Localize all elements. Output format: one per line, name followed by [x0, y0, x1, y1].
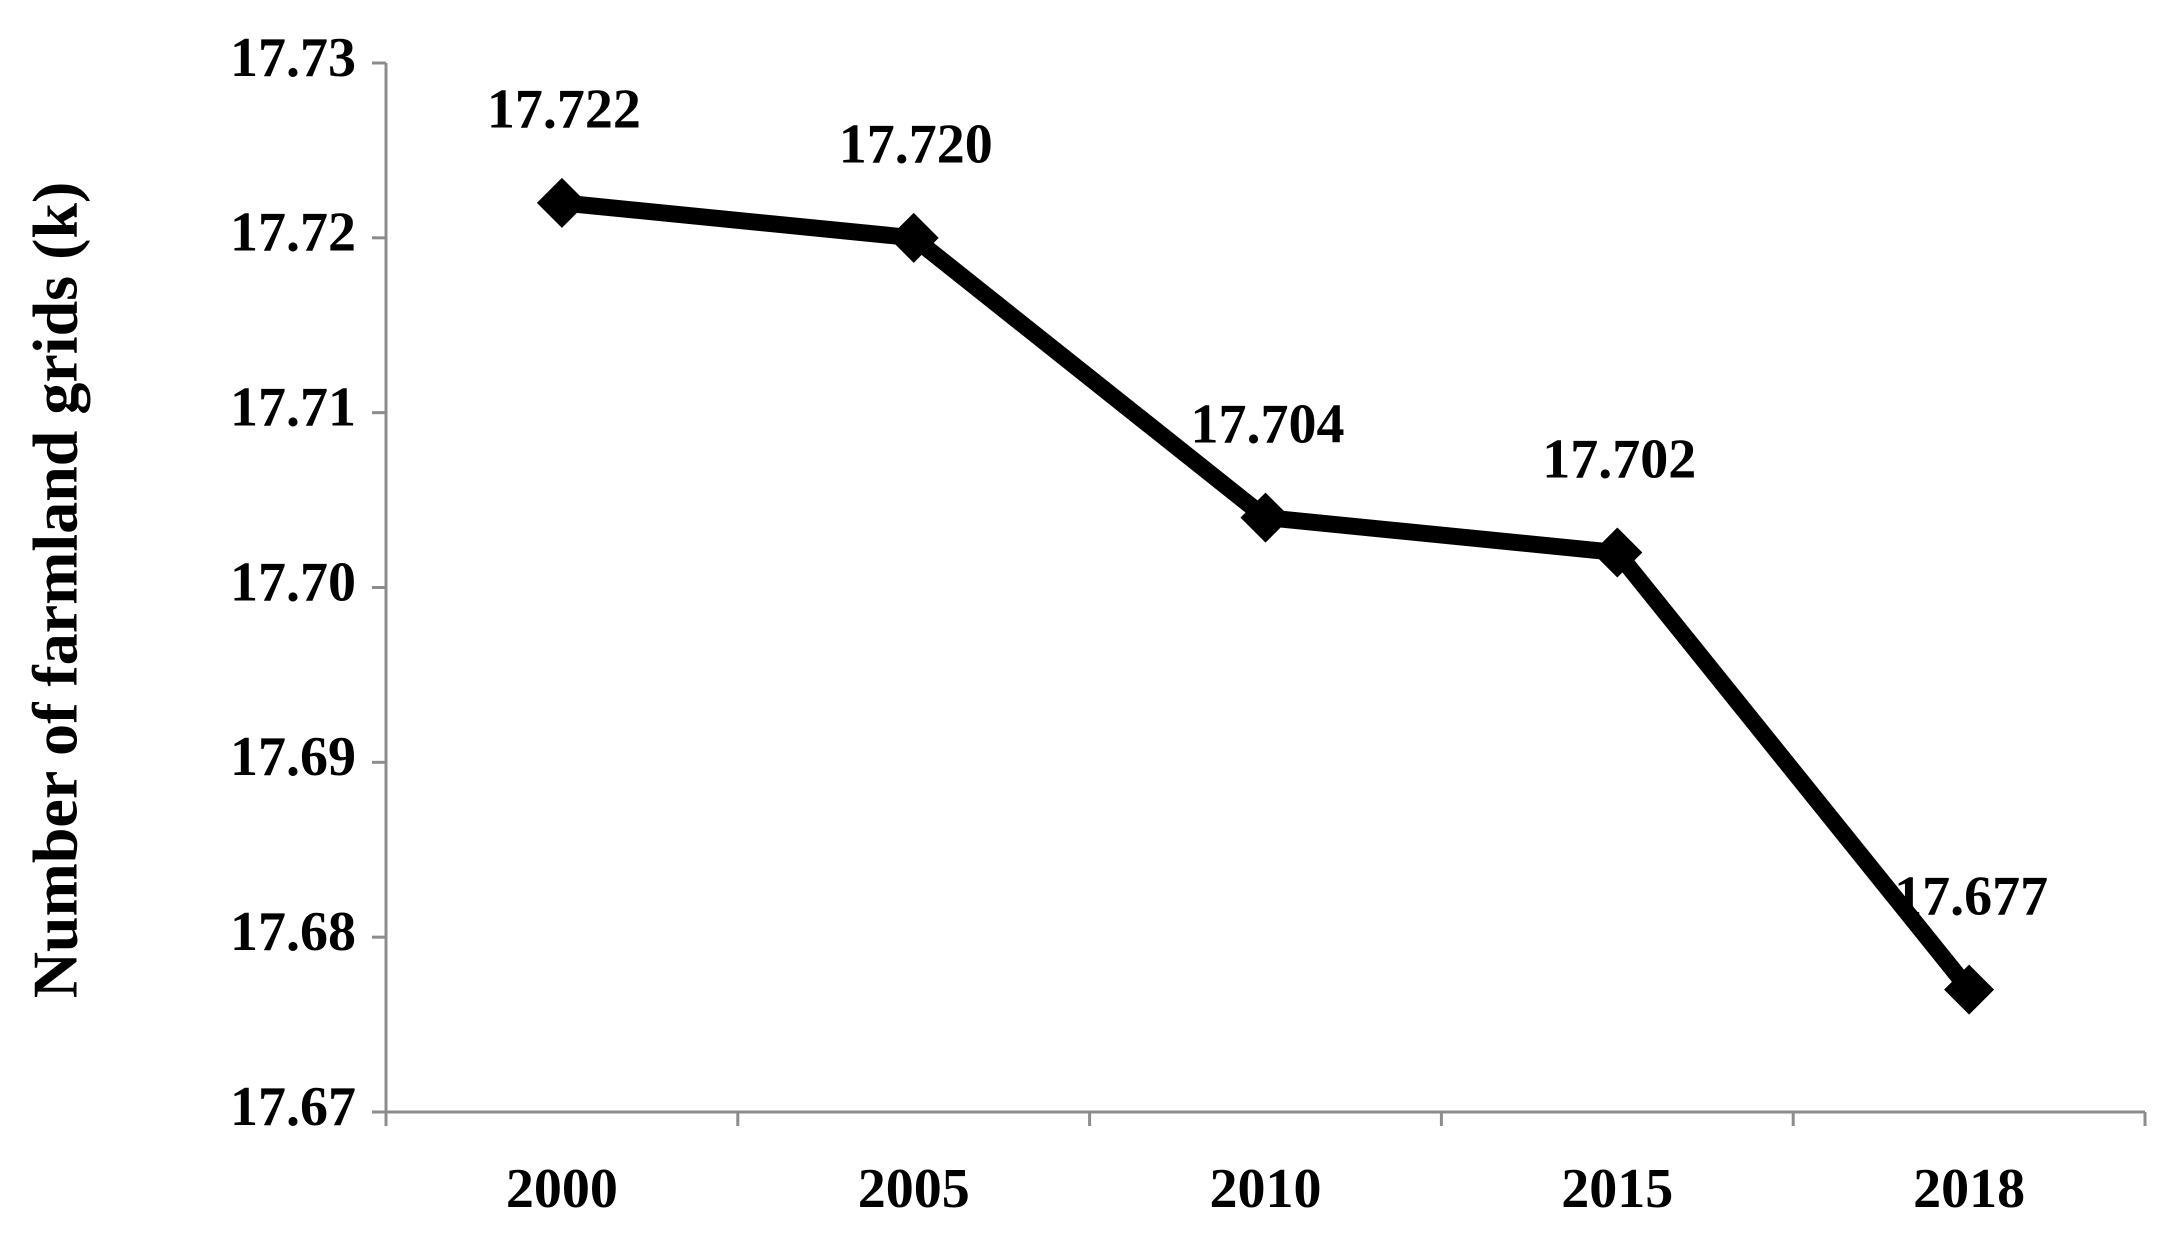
y-tick-label: 17.69 [230, 726, 356, 788]
x-tick-label: 2000 [506, 1158, 618, 1220]
y-axis-label: Number of farmland grids (k) [20, 182, 91, 999]
data-label: 17.704 [1191, 393, 1345, 455]
marker [1944, 964, 1995, 1015]
x-tick-label: 2005 [858, 1158, 970, 1220]
data-label: 17.722 [487, 79, 641, 141]
y-tick-label: 17.70 [230, 551, 356, 613]
marker [536, 177, 587, 228]
data-label: 17.720 [839, 114, 993, 176]
data-label: 17.677 [1894, 865, 2048, 927]
y-tick-label: 17.73 [230, 27, 356, 89]
data-label: 17.702 [1542, 428, 1696, 490]
x-tick-label: 2010 [1210, 1158, 1322, 1220]
y-tick-label: 17.72 [230, 202, 356, 264]
y-tick-label: 17.71 [230, 377, 356, 439]
marker [888, 212, 939, 263]
y-tick-label: 17.68 [230, 901, 356, 963]
marker [1240, 492, 1291, 543]
y-tick-label: 17.67 [230, 1076, 356, 1138]
line [561, 194, 1976, 995]
x-tick-label: 2018 [1913, 1158, 2025, 1220]
x-tick-label: 2015 [1561, 1158, 1673, 1220]
marker [1592, 527, 1643, 578]
